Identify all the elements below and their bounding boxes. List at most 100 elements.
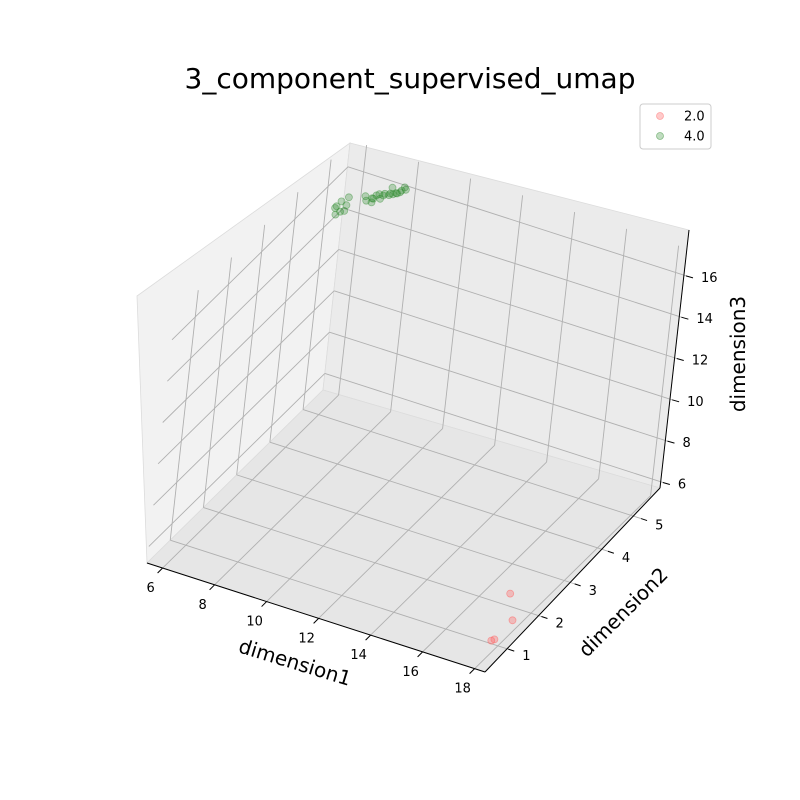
- grid-line-x: [650, 245, 680, 496]
- z-tick-label: 6: [678, 477, 686, 492]
- grid-line-z: [324, 373, 663, 483]
- data-point-4.0: [393, 189, 402, 198]
- y-tick-label: 5: [655, 519, 663, 534]
- data-point-4.0: [401, 185, 410, 194]
- data-point-4.0: [342, 201, 351, 210]
- data-point-4.0: [396, 188, 405, 197]
- grid-line-x: [494, 195, 524, 446]
- data-point-4.0: [384, 191, 393, 200]
- data-point-4.0: [367, 198, 376, 207]
- data-point-4.0: [369, 194, 378, 203]
- z-axis-label: dimension3: [726, 296, 750, 412]
- x-tick: [365, 634, 371, 641]
- grid-line-z: [148, 373, 326, 547]
- z-tick: [671, 399, 680, 403]
- x-tick-label: 10: [246, 615, 263, 630]
- legend-label-4.0: 4.0: [684, 130, 705, 145]
- grid-line-x: [598, 228, 628, 479]
- data-point-4.0: [379, 191, 388, 200]
- data-point-4.0: [362, 196, 371, 205]
- z-tick: [685, 275, 694, 279]
- legend-box: [639, 103, 712, 150]
- z-tick: [662, 481, 670, 485]
- y-tick-label: 1: [522, 649, 530, 664]
- legend-marker-2.0: [656, 112, 664, 120]
- grid-line-z: [157, 290, 335, 465]
- grid-line-y: [236, 224, 266, 475]
- data-point-4.0: [376, 194, 385, 203]
- grid-line-x: [546, 212, 576, 463]
- y-tick: [541, 616, 548, 619]
- data-point-4.0: [331, 210, 340, 219]
- z-tick-label: 16: [701, 271, 718, 286]
- x-tick: [469, 668, 475, 674]
- data-point-4.0: [400, 183, 409, 192]
- grid-line-x: [474, 495, 651, 669]
- y-tick: [508, 648, 515, 652]
- scatter-points: [331, 183, 517, 645]
- legend-marker-4.0: [656, 132, 664, 140]
- z-tick-label: 10: [687, 395, 704, 410]
- x-tick-label: 12: [298, 631, 315, 646]
- grid-line-x: [390, 161, 420, 412]
- x-tick: [157, 567, 163, 574]
- axis-panes: [136, 142, 690, 673]
- grid-line-z: [338, 249, 677, 359]
- grid-line-x: [422, 478, 599, 653]
- grid-line-x: [442, 178, 472, 429]
- data-point-4.0: [386, 189, 395, 198]
- grid-line-x: [214, 411, 391, 586]
- grid-line-z: [167, 207, 344, 382]
- grid-line-y: [269, 441, 609, 552]
- y-tick: [574, 583, 581, 587]
- data-point-4.0: [375, 190, 384, 199]
- x-tick-label: 16: [402, 665, 419, 680]
- z-tick-label: 14: [696, 312, 713, 327]
- grid-line-x: [266, 428, 443, 602]
- grid-line-x: [162, 394, 339, 569]
- data-point-2.0: [506, 589, 515, 598]
- z-axis-line: [659, 229, 690, 489]
- z-tick-label: 12: [692, 354, 709, 369]
- grid-line-z: [329, 331, 668, 442]
- x-tick-label: 18: [454, 682, 471, 697]
- data-point-4.0: [372, 191, 381, 200]
- grid-line-y: [169, 290, 199, 541]
- grid-line-x: [338, 144, 368, 396]
- grid-line-y: [269, 192, 299, 443]
- grid-line-y: [203, 257, 232, 508]
- data-point-4.0: [368, 194, 377, 203]
- z-tick: [681, 316, 689, 320]
- grid-line-z: [333, 290, 673, 401]
- y-axis-line: [484, 487, 661, 673]
- x-tick: [261, 601, 267, 607]
- x-tick-label: 14: [350, 648, 367, 663]
- grid-line-y: [170, 539, 509, 650]
- data-point-4.0: [332, 202, 341, 211]
- grid-line-y: [302, 159, 332, 410]
- y-tick-label: 2: [555, 617, 563, 632]
- y-tick: [607, 550, 615, 554]
- data-point-2.0: [487, 636, 496, 645]
- data-point-4.0: [389, 190, 397, 199]
- x-tick-label: 8: [198, 598, 206, 613]
- data-point-4.0: [336, 207, 345, 216]
- z-tick: [676, 358, 684, 361]
- z-tick: [667, 440, 675, 444]
- grid-line-z: [153, 331, 330, 506]
- axis-lines: [146, 229, 690, 673]
- grid-lines: [148, 144, 687, 669]
- grid-line-x: [318, 445, 495, 619]
- data-point-4.0: [331, 204, 340, 212]
- legend-label-2.0: 2.0: [684, 110, 705, 125]
- x-axis-line: [146, 562, 486, 673]
- legend: 2.0 4.0: [639, 103, 712, 150]
- data-point-4.0: [344, 193, 353, 202]
- grid-line-z: [347, 166, 687, 277]
- data-point-4.0: [340, 206, 349, 215]
- data-point-2.0: [508, 616, 517, 625]
- grid-line-y: [302, 409, 642, 520]
- grid-line-x: [370, 461, 547, 636]
- data-point-4.0: [397, 186, 406, 195]
